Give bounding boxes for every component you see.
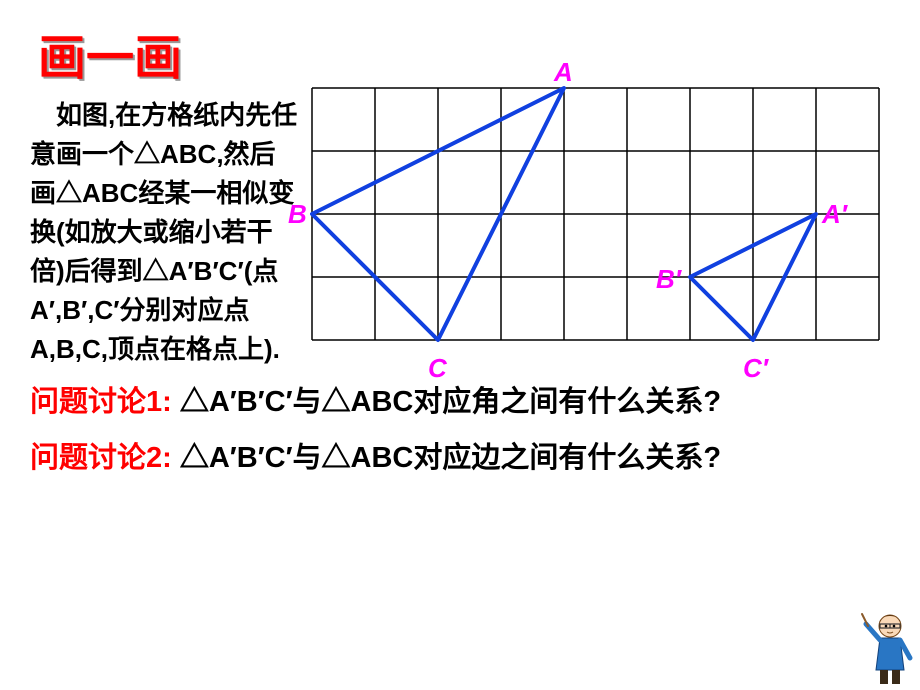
vertex-label-Bprime: B′ [656, 264, 681, 295]
question-1: 问题讨论1: △A′B′C′与△ABC对应角之间有什么关系? [0, 369, 920, 425]
vertex-label-Cprime: C′ [743, 353, 768, 384]
vertex-label-A: A [554, 57, 573, 88]
question-2-body: △A′B′C′与△ABC对应边之间有什么关系? [180, 442, 721, 474]
question-1-prefix: 问题讨论1: [30, 386, 180, 418]
question-1-body: △A′B′C′与△ABC对应角之间有什么关系? [180, 386, 721, 418]
description-text: 如图,在方格纸内先任意画一个△ABC,然后画△ABC经某一相似变换(如放大或缩小… [0, 88, 300, 369]
diagram-area: ABCA′B′C′ [310, 86, 881, 357]
vertex-label-Aprime: A′ [822, 199, 847, 230]
grid-diagram [310, 71, 881, 357]
content-row: 如图,在方格纸内先任意画一个△ABC,然后画△ABC经某一相似变换(如放大或缩小… [0, 88, 920, 369]
question-2: 问题讨论2: △A′B′C′与△ABC对应边之间有什么关系? [0, 425, 920, 481]
vertex-label-B: B [288, 199, 307, 230]
vertex-label-C: C [428, 353, 447, 384]
question-2-prefix: 问题讨论2: [30, 442, 180, 474]
teacher-icon [860, 610, 916, 686]
